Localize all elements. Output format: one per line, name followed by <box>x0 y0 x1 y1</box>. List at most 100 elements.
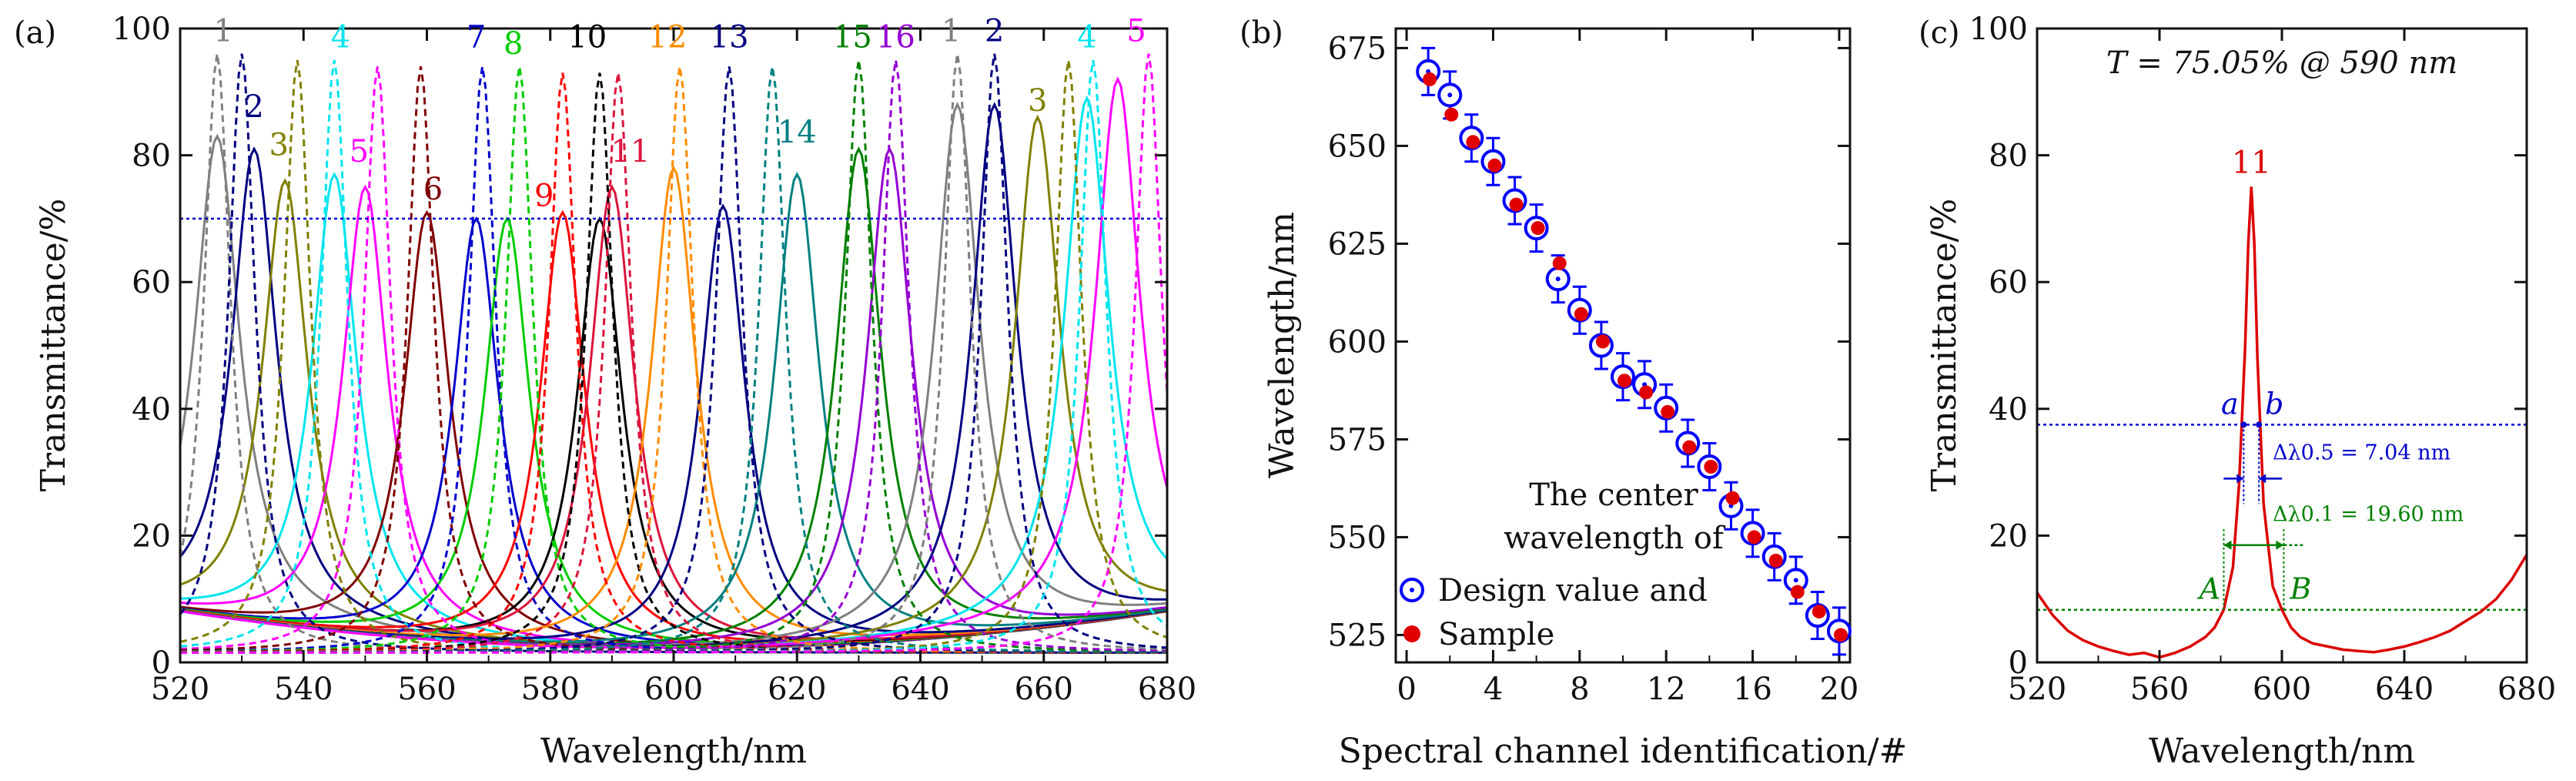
y-tick-label: 0 <box>152 645 171 681</box>
point-B-label: B <box>2289 572 2311 606</box>
curve-label: 16 <box>876 20 915 55</box>
x-tick-label: 12 <box>1647 672 1686 707</box>
y-tick-label: 600 <box>1328 324 1387 360</box>
sample-point <box>1661 404 1675 419</box>
x-axis-label-b: Spectral channel identification/# <box>1339 732 1908 771</box>
sample-point <box>1487 158 1502 173</box>
sample-point <box>1595 334 1610 349</box>
sample-point <box>1682 440 1697 454</box>
design-point-center <box>1447 92 1453 98</box>
sample-point <box>1790 585 1805 599</box>
plot-frame-b <box>1394 27 1852 664</box>
sample-point <box>1704 459 1718 474</box>
x-tick-label: 680 <box>1138 672 1196 707</box>
legend-b: wavelength of The center Design value an… <box>1400 478 1726 652</box>
x-tick-label: 600 <box>2253 672 2311 707</box>
x-tick-label: 680 <box>2497 672 2556 707</box>
panel-c: (c) 520 560 600 640 680 0 20 40 60 80 100 11 a b Δλ0.… <box>1919 12 2556 771</box>
x-tick-label: 20 <box>1819 672 1858 707</box>
x-tick-label: 560 <box>2130 672 2189 707</box>
spectra-curves <box>180 53 1167 654</box>
curve-label: 3 <box>269 128 288 163</box>
x-tick-label: 0 <box>1397 672 1416 707</box>
curve-label: 14 <box>778 115 817 150</box>
y-tick-label: 100 <box>112 12 171 47</box>
x-tick-label: 620 <box>768 672 826 707</box>
sample-point <box>1618 374 1631 388</box>
sample-point <box>1747 530 1761 545</box>
x-tick-label: 8 <box>1570 672 1589 707</box>
design-point-center <box>1555 277 1561 282</box>
x-tick-label: 600 <box>644 672 703 707</box>
sample-curve <box>180 102 1167 648</box>
axis-ticks-a: 520 540 560 580 600 620 640 660 680 0 20 40 60 80 100 <box>112 12 1197 707</box>
y-tick-label: 550 <box>1328 520 1387 555</box>
x-tick-label: 4 <box>1484 672 1503 707</box>
sample-point <box>1531 221 1545 236</box>
point-b-label: b <box>2265 387 2283 421</box>
sample-point <box>1725 491 1740 505</box>
y-axis-label-c: Transmittance/% <box>1925 199 1964 492</box>
sample-point <box>1509 197 1524 212</box>
curve-label: 8 <box>503 26 523 62</box>
x-tick-label: 640 <box>2375 672 2434 707</box>
y-tick-label: 80 <box>132 139 171 174</box>
legend-sample-label: Sample <box>1438 617 1554 652</box>
fwhm-arrowhead-left <box>2236 474 2244 484</box>
y-tick-label: 575 <box>1328 422 1387 458</box>
curve-label: 3 <box>1028 83 1047 119</box>
curve-label: 9 <box>534 178 554 213</box>
y-tick-label: 625 <box>1328 226 1387 262</box>
sample-point <box>1639 385 1654 400</box>
sample-point <box>1574 307 1588 321</box>
curve-label: 10 <box>567 20 607 55</box>
sample-point <box>1423 72 1437 87</box>
y-tick-label: 20 <box>132 518 171 554</box>
curve-label: 1 <box>942 13 961 49</box>
x-tick-label: 520 <box>2008 672 2066 707</box>
x-axis-label-a: Wavelength/nm <box>540 732 807 771</box>
design-curve <box>180 72 1167 654</box>
axis-ticks-c: 520 560 600 640 680 0 20 40 60 80 100 <box>1969 12 2557 707</box>
sample-curve <box>180 95 1167 649</box>
y-tick-label: 80 <box>1989 139 2028 174</box>
sample-curve <box>180 184 1167 641</box>
sample-curve <box>180 146 1167 645</box>
point-A-label: A <box>2197 572 2220 606</box>
panel-c-label: (c) <box>1919 15 1960 51</box>
panel-b: (b) 0 4 8 12 16 20 525 550 575 600 625 650 675 wavel… <box>1239 15 1907 771</box>
y-axis-label-b: Wavelength/nm <box>1263 212 1302 478</box>
scatter-points-b <box>1416 46 1852 656</box>
curve-label: 6 <box>423 172 443 207</box>
panel-a: (a) 520 540 560 580 600 620 640 660 680 0 20 40 60 80… <box>14 12 1196 771</box>
curve-label: 13 <box>710 20 749 55</box>
x-tick-label: 640 <box>891 672 949 707</box>
curve-label: 12 <box>648 20 687 55</box>
y-tick-label: 650 <box>1328 129 1387 164</box>
sample-curve <box>180 102 1167 647</box>
y-axis-label-a: Transmittance/% <box>34 199 73 492</box>
y-tick-label: 100 <box>1969 12 2028 47</box>
sample-point <box>1812 604 1826 618</box>
tenth-annotation: Δλ0.1 = 19.60 nm <box>2273 502 2464 526</box>
x-tick-label: 580 <box>521 672 580 707</box>
design-curve <box>180 53 1167 654</box>
design-point-center <box>1793 578 1798 583</box>
sample-curve <box>180 133 1167 649</box>
curve-label: 4 <box>1077 20 1096 55</box>
panel-a-label: (a) <box>14 15 56 51</box>
sample-curve <box>180 146 1167 646</box>
y-tick-label: 675 <box>1328 31 1387 66</box>
curve-label: 1 <box>213 13 233 49</box>
sample-point <box>1444 107 1459 122</box>
curve-label: 5 <box>1126 13 1146 49</box>
sample-point <box>1552 256 1567 270</box>
tenth-arrowhead-left <box>2223 540 2232 550</box>
x-tick-label: 540 <box>274 672 333 707</box>
y-tick-label: 40 <box>1989 392 2028 427</box>
sample-point <box>1833 628 1848 642</box>
design-curve <box>180 72 1167 654</box>
sample-point <box>1768 553 1783 568</box>
sample-curve <box>180 172 1167 643</box>
sample-curve <box>180 76 1167 649</box>
